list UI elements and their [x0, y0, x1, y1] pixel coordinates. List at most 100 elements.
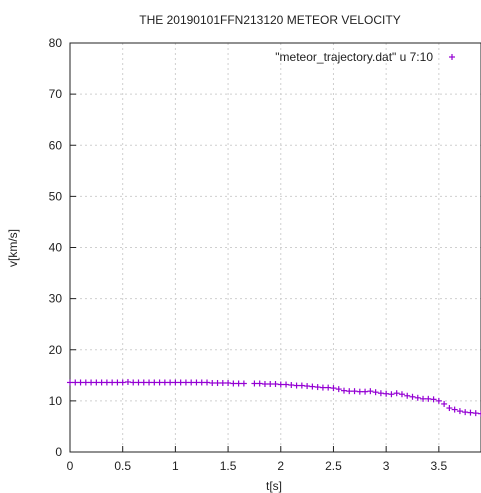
- data-point: [330, 385, 337, 392]
- x-tick-label: 0.5: [114, 459, 131, 473]
- data-point: [225, 379, 232, 386]
- plot-area: [69, 42, 481, 453]
- data-point: [156, 379, 163, 386]
- x-tick-label: 2.5: [325, 459, 342, 473]
- axis-ticks: 0 0.5 1 1.5 2 2.5 3 3.5 0 10 20 30 40 50 60 70 80: [49, 36, 448, 473]
- data-point: [124, 378, 131, 385]
- data-point: [240, 380, 247, 387]
- data-point: [456, 408, 463, 415]
- data-point: [283, 381, 290, 388]
- data-point: [388, 391, 395, 398]
- data-point: [230, 380, 237, 387]
- data-point: [377, 390, 384, 397]
- data-point: [314, 384, 321, 391]
- data-point: [451, 406, 458, 413]
- data-point: [198, 379, 205, 386]
- data-point: [430, 396, 437, 403]
- data-point: [409, 393, 416, 400]
- data-point: [272, 381, 279, 388]
- data-point: [103, 379, 110, 386]
- data-point: [182, 379, 189, 386]
- data-point: [414, 394, 421, 401]
- data-point: [383, 390, 390, 397]
- data-point: [235, 380, 242, 387]
- data-point: [130, 379, 137, 386]
- data-point: [88, 379, 95, 386]
- data-point: [172, 379, 179, 386]
- y-tick-label: 30: [49, 292, 63, 306]
- data-point: [420, 395, 427, 402]
- data-point: [140, 379, 147, 386]
- data-point: [204, 379, 210, 386]
- data-point: [472, 410, 479, 417]
- y-tick-label: 10: [49, 394, 63, 408]
- data-point: [441, 400, 448, 407]
- y-tick-label: 60: [49, 138, 63, 152]
- data-point: [214, 379, 221, 386]
- data-point: [293, 382, 300, 389]
- data-point: [277, 381, 284, 388]
- y-tick-label: 20: [49, 343, 63, 357]
- y-tick-label: 70: [49, 87, 63, 101]
- y-tick-label: 40: [49, 241, 63, 255]
- legend: "meteor_trajectory.dat" u 7:10: [275, 50, 455, 64]
- data-point: [446, 405, 453, 412]
- data-point: [167, 379, 174, 386]
- data-point: [209, 379, 216, 386]
- data-point: [146, 379, 153, 386]
- data-point: [288, 382, 295, 389]
- data-point: [98, 379, 105, 386]
- data-point: [356, 388, 363, 395]
- data-point: [404, 392, 411, 399]
- data-point: [393, 390, 400, 397]
- y-tick-label: 0: [55, 445, 62, 459]
- data-point: [478, 410, 481, 417]
- data-point: [219, 379, 226, 386]
- data-series: [67, 378, 481, 417]
- data-point: [325, 384, 332, 391]
- data-point: [72, 379, 79, 386]
- data-point: [114, 379, 121, 386]
- data-point: [467, 409, 474, 416]
- data-point: [367, 388, 374, 395]
- data-point: [462, 409, 469, 416]
- data-point: [261, 381, 268, 388]
- data-point: [362, 388, 369, 395]
- data-point: [351, 388, 358, 395]
- x-tick-label: 2: [277, 459, 284, 473]
- data-point: [304, 383, 311, 390]
- data-point: [188, 379, 195, 386]
- data-point: [177, 379, 184, 386]
- data-point: [435, 397, 442, 404]
- data-point: [161, 379, 168, 386]
- data-point: [298, 382, 305, 389]
- y-tick-label: 50: [49, 189, 63, 203]
- data-point: [341, 387, 347, 394]
- x-tick-label: 3: [383, 459, 390, 473]
- data-point: [346, 388, 353, 395]
- data-point: [77, 379, 84, 386]
- y-tick-label: 80: [49, 36, 63, 50]
- data-point: [256, 380, 263, 387]
- data-point: [135, 379, 142, 386]
- data-point: [67, 379, 73, 386]
- data-point: [335, 386, 342, 393]
- data-point: [267, 381, 274, 388]
- data-point: [193, 379, 200, 386]
- y-axis-title: v[km/s]: [6, 229, 20, 267]
- legend-marker: [449, 54, 455, 60]
- data-point: [425, 395, 432, 402]
- chart-title: THE 20190101FFN213120 METEOR VELOCITY: [139, 13, 400, 27]
- data-point: [109, 379, 116, 386]
- data-point: [151, 379, 158, 386]
- x-axis-title: t[s]: [266, 479, 282, 493]
- data-point: [309, 383, 316, 390]
- x-tick-label: 1.5: [220, 459, 237, 473]
- x-tick-label: 1: [172, 459, 179, 473]
- x-tick-label: 0: [67, 459, 74, 473]
- data-point: [398, 391, 405, 398]
- data-point: [251, 380, 258, 387]
- data-point: [372, 389, 379, 396]
- legend-label: "meteor_trajectory.dat" u 7:10: [275, 50, 433, 64]
